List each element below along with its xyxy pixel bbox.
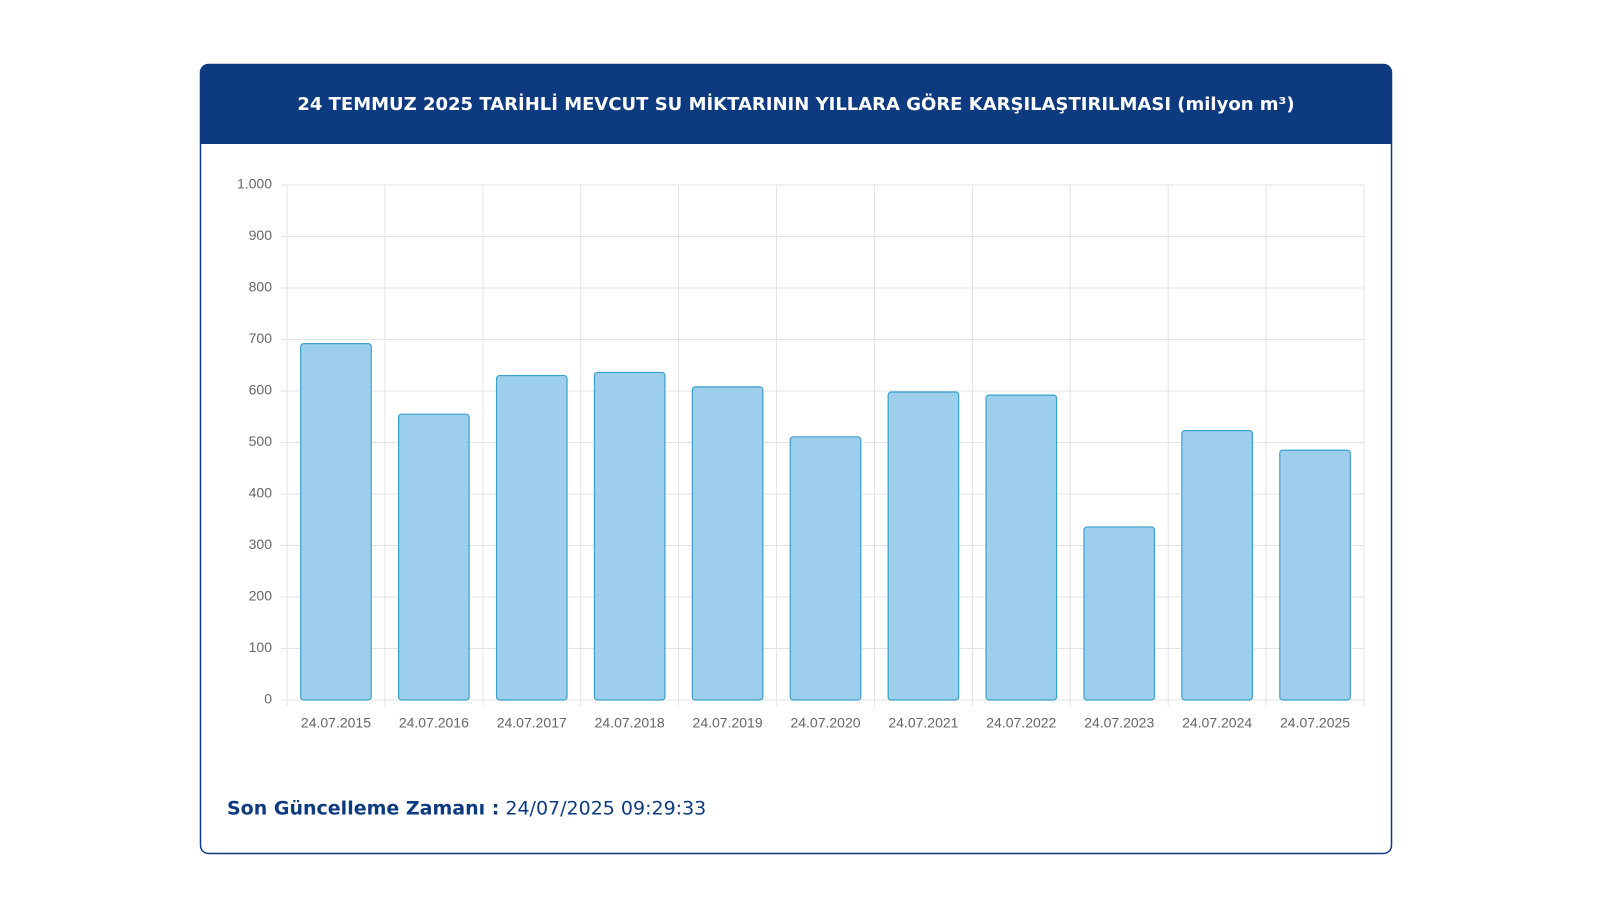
bar: [691, 386, 764, 701]
x-tick-label: 24.07.2018: [595, 715, 665, 731]
y-tick-label: 100: [249, 639, 273, 655]
bar: [1279, 449, 1351, 701]
x-tick-label: 24.07.2016: [399, 715, 469, 731]
y-tick-label: 1.000: [237, 176, 272, 192]
x-tick-label: 24.07.2023: [1084, 715, 1154, 731]
footer-label: Son Güncelleme Zamanı :: [227, 798, 499, 820]
x-tick-label: 24.07.2025: [1280, 715, 1350, 731]
y-tick-label: 600: [249, 382, 273, 398]
chart-title: 24 TEMMUZ 2025 TARİHLİ MEVCUT SU MİKTARI…: [297, 93, 1294, 115]
x-tick-label: 24.07.2021: [888, 715, 958, 731]
bar: [495, 374, 568, 701]
bar: [1083, 526, 1156, 701]
y-tick-label: 200: [249, 588, 273, 604]
bar: [985, 394, 1058, 701]
y-tick-label: 700: [249, 330, 273, 346]
x-tick-label: 24.07.2020: [790, 715, 860, 731]
y-tick-label: 900: [249, 227, 273, 243]
y-tick-label: 400: [249, 485, 273, 501]
bar: [887, 391, 960, 701]
y-tick-label: 500: [249, 433, 273, 449]
x-tick-label: 24.07.2017: [497, 715, 567, 731]
bar: [1181, 430, 1253, 701]
bar: [398, 413, 470, 701]
x-tick-label: 24.07.2024: [1182, 715, 1252, 731]
y-tick-label: 0: [264, 691, 272, 707]
bar: [593, 371, 666, 701]
x-tick-label: 24.07.2019: [693, 715, 763, 731]
footer-value: 24/07/2025 09:29:33: [505, 798, 706, 820]
x-tick-label: 24.07.2022: [986, 715, 1056, 731]
card-header: [200, 64, 1392, 144]
bar: [300, 343, 372, 701]
bar: [789, 436, 862, 701]
y-tick-label: 300: [249, 536, 273, 552]
x-tick-label: 24.07.2015: [301, 715, 371, 731]
y-tick-label: 800: [249, 279, 273, 295]
